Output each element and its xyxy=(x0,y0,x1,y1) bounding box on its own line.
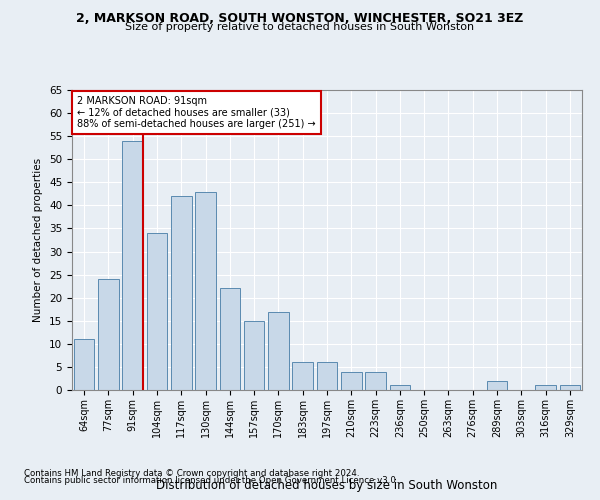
Bar xyxy=(244,321,265,390)
Text: Contains HM Land Registry data © Crown copyright and database right 2024.: Contains HM Land Registry data © Crown c… xyxy=(24,468,359,477)
Bar xyxy=(341,372,362,390)
Bar xyxy=(560,386,580,390)
X-axis label: Distribution of detached houses by size in South Wonston: Distribution of detached houses by size … xyxy=(157,478,497,492)
Bar xyxy=(146,233,167,390)
Bar xyxy=(317,362,337,390)
Bar xyxy=(487,381,508,390)
Bar xyxy=(98,279,119,390)
Y-axis label: Number of detached properties: Number of detached properties xyxy=(34,158,43,322)
Text: Size of property relative to detached houses in South Wonston: Size of property relative to detached ho… xyxy=(125,22,475,32)
Bar xyxy=(220,288,240,390)
Text: Contains public sector information licensed under the Open Government Licence v3: Contains public sector information licen… xyxy=(24,476,398,485)
Bar xyxy=(195,192,216,390)
Text: 2, MARKSON ROAD, SOUTH WONSTON, WINCHESTER, SO21 3EZ: 2, MARKSON ROAD, SOUTH WONSTON, WINCHEST… xyxy=(76,12,524,26)
Bar xyxy=(365,372,386,390)
Bar xyxy=(268,312,289,390)
Bar xyxy=(171,196,191,390)
Bar xyxy=(74,339,94,390)
Text: 2 MARKSON ROAD: 91sqm
← 12% of detached houses are smaller (33)
88% of semi-deta: 2 MARKSON ROAD: 91sqm ← 12% of detached … xyxy=(77,96,316,129)
Bar xyxy=(122,141,143,390)
Bar xyxy=(389,386,410,390)
Bar xyxy=(535,386,556,390)
Bar xyxy=(292,362,313,390)
